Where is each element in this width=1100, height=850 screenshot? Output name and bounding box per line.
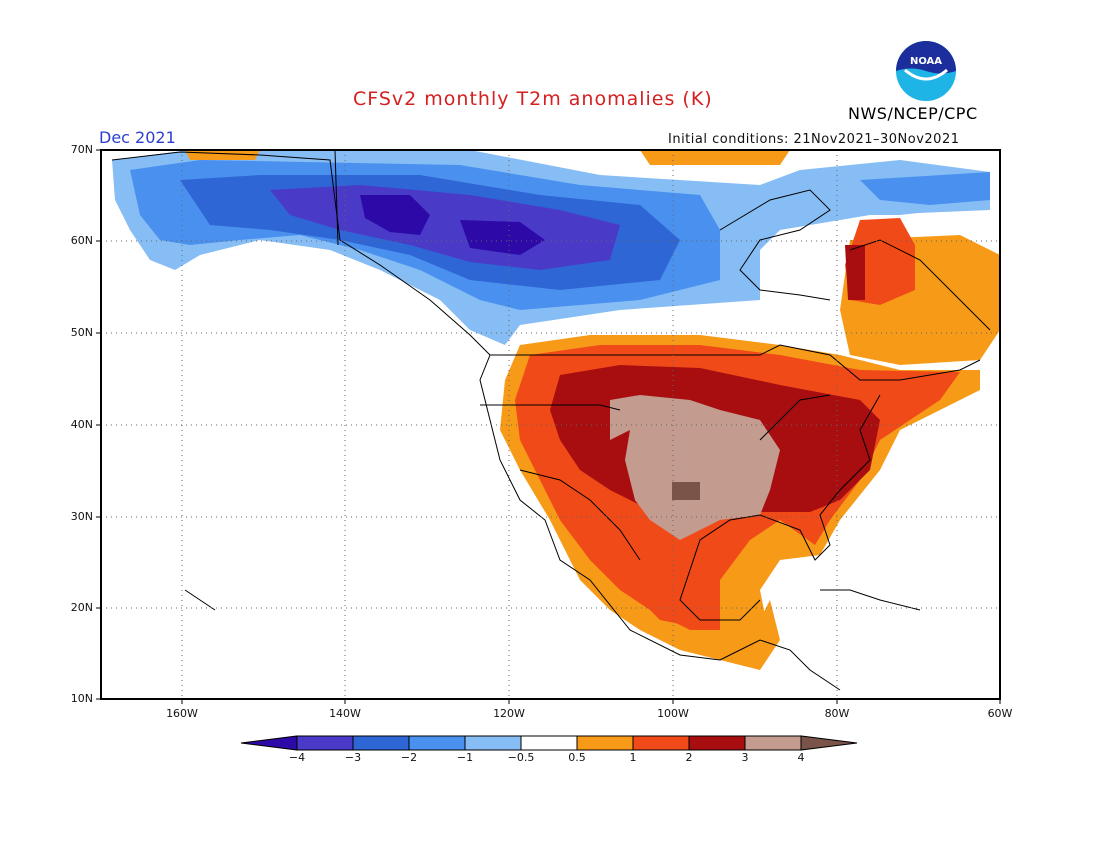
lat-label: 60N <box>70 234 93 247</box>
agency-label: NWS/NCEP/CPC <box>848 104 978 123</box>
noaa-logo-icon: NOAA <box>896 41 956 101</box>
lon-label: 160W <box>166 707 198 720</box>
colorbar-swatch <box>352 735 410 751</box>
lat-label: 70N <box>70 143 93 156</box>
lat-label: 30N <box>70 510 93 523</box>
colorbar-label: 0.5 <box>568 751 586 764</box>
colorbar-swatch <box>744 735 802 751</box>
colorbar-swatch <box>688 735 746 751</box>
map-title: CFSv2 monthly T2m anomalies (K) <box>353 88 713 110</box>
colorbar-swatch <box>464 735 522 751</box>
colorbar-swatch <box>520 735 578 751</box>
coastlines <box>111 149 991 691</box>
lat-label: 50N <box>70 326 93 339</box>
colorbar <box>240 735 858 751</box>
lon-label: 120W <box>493 707 525 720</box>
lon-label: 100W <box>657 707 689 720</box>
lat-label: 20N <box>70 601 93 614</box>
colorbar-label: −2 <box>400 751 418 764</box>
colorbar-label: −0.5 <box>507 751 535 764</box>
colorbar-swatch <box>576 735 634 751</box>
lon-label: 140W <box>329 707 361 720</box>
colorbar-label: −1 <box>456 751 474 764</box>
forecast-month: Dec 2021 <box>99 128 176 147</box>
tick-marks <box>96 149 1001 704</box>
colorbar-label: −3 <box>344 751 362 764</box>
colorbar-label: 4 <box>797 751 805 764</box>
lon-label: 60W <box>987 707 1013 720</box>
lat-label: 10N <box>70 692 93 705</box>
logo-text: NOAA <box>910 56 942 67</box>
initial-conditions: Initial conditions: 21Nov2021–30Nov2021 <box>668 132 960 147</box>
colorbar-label: 2 <box>685 751 693 764</box>
cold-anomaly-region <box>112 150 990 345</box>
colorbar-swatch <box>632 735 690 751</box>
warm-anomaly-canada <box>185 150 1000 365</box>
colorbar-swatch <box>296 735 354 751</box>
colorbar-arrow-low <box>240 735 298 751</box>
colorbar-label: 3 <box>741 751 749 764</box>
colorbar-swatch <box>408 735 466 751</box>
colorbar-label: −4 <box>288 751 306 764</box>
colorbar-label: 1 <box>629 751 637 764</box>
warm-anomaly-usa <box>500 335 980 670</box>
lat-label: 40N <box>70 418 93 431</box>
colorbar-arrow-high <box>800 735 858 751</box>
lon-label: 80W <box>824 707 850 720</box>
